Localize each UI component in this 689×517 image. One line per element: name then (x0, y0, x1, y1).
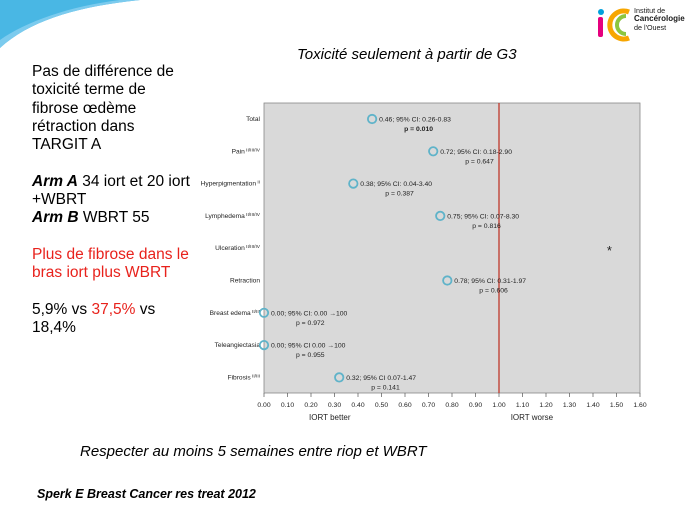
x-tick-label: 1.10 (516, 402, 529, 409)
x-tick-label: 1.00 (492, 402, 505, 409)
x-tick-label: 0.00 (257, 402, 270, 409)
p-value-label: p = 0.972 (296, 320, 325, 327)
row-label-ulceration: Ulceration II/III/IV (215, 244, 261, 252)
row-label-breast-edema: Breast edema II/III (210, 309, 260, 317)
institut-cancerologie-ouest-logo (598, 8, 630, 42)
ci-label: 0.78; 95% CI: 0.31-1.97 (454, 278, 526, 285)
data-point-lymphedema (435, 210, 446, 221)
stat-last: vs 18,4% (32, 300, 156, 337)
arm-a-text: Arm A 34 iort et 20 iort +WBRT (32, 173, 192, 210)
stat-first: 5,9% vs (32, 300, 92, 318)
x-axis-label-right: IORT worse (511, 413, 554, 422)
data-point-total (366, 113, 378, 125)
asterisk-marker: * (607, 243, 612, 258)
data-point-fibrosis (334, 372, 345, 383)
logo-text: Institut de Cancérologie de l'Ouest (634, 6, 685, 32)
slide-subtitle: Toxicité seulement à partir de G3 (297, 46, 517, 63)
x-tick-label: 1.60 (633, 402, 646, 409)
plot-area (263, 102, 641, 394)
x-tick-label: 1.50 (610, 402, 623, 409)
row-label-fibrosis: Fibrosis II/III (228, 373, 260, 381)
ci-label: 0.72; 95% CI: 0.18-2.90 (440, 149, 512, 156)
x-tick-label: 0.20 (304, 402, 317, 409)
stat-highlight: 37,5% (91, 300, 136, 318)
row-label-retraction: Retraction (230, 278, 260, 285)
data-point-hyperpigmentation (348, 178, 359, 189)
arm-a-label: Arm A (32, 172, 78, 190)
ci-label: 0.00; 95% CI 0.00 →100 (271, 343, 346, 350)
row-label-teleangiectasia: Teleangiectasia (215, 342, 261, 349)
x-tick-label: 0.50 (375, 402, 388, 409)
p-value-label: p = 0.606 (479, 288, 508, 295)
ci-label: 0.38; 95% CI: 0.04-3.40 (360, 181, 432, 188)
x-tick-label: 1.40 (586, 402, 599, 409)
arm-a-detail: 34 iort et 20 iort +WBRT (32, 172, 190, 209)
data-point-pain (428, 146, 439, 157)
ci-label: 0.46; 95% CI: 0.26-0.83 (379, 117, 451, 124)
p-value-label: p = 0.010 (404, 126, 433, 133)
forest-plot-chart: 0.00 0.10 0.20 0.30 0.40 0.50 0.60 0.70 0.80 0.90… (201, 102, 647, 422)
bottom-note: Respecter au moins 5 semaines entre riop… (80, 443, 427, 460)
row-label-hyperpigmentation: Hyperpigmentation II (201, 180, 260, 188)
logo-arc-orange (607, 8, 630, 42)
x-tick-label: 0.10 (281, 402, 294, 409)
p-value-label: p = 0.955 (296, 352, 325, 359)
x-axis-label-left: IORT better (309, 413, 351, 422)
logo-bar-pink (598, 17, 603, 37)
data-point-teleangiectasia (258, 339, 270, 351)
fibrosis-highlight-text: Plus de fibrose dans le bras iort plus W… (32, 245, 189, 282)
arm-b-text: Arm B WBRT 55 (32, 209, 192, 227)
arm-b-detail: WBRT 55 (78, 209, 150, 227)
data-point-breast-edema (258, 307, 270, 318)
citation: Sperk E Breast Cancer res treat 2012 (37, 487, 256, 501)
left-text-column: Pas de différence de toxicité terme de f… (32, 63, 192, 337)
x-tick-label: 0.40 (351, 402, 364, 409)
logo-dot-blue (598, 9, 604, 15)
no-difference-text: Pas de différence de toxicité terme de f… (32, 63, 174, 154)
x-tick-label: 0.70 (422, 402, 435, 409)
corner-swoosh-decoration (0, 0, 140, 48)
ci-label: 0.32; 95% CI 0.07-1.47 (346, 375, 416, 382)
x-tick-label: 0.60 (398, 402, 411, 409)
percentage-stats: 5,9% vs 37,5% vs 18,4% (32, 301, 192, 338)
ci-label: 0.00; 95% CI: 0.00 →100 (271, 310, 348, 317)
x-tick-label: 1.20 (539, 402, 552, 409)
x-tick-label: 0.30 (328, 402, 341, 409)
x-tick-label: 1.30 (563, 402, 576, 409)
p-value-label: p = 0.141 (371, 384, 400, 391)
row-label-total: Total (246, 116, 260, 123)
p-value-label: p = 0.816 (472, 223, 501, 230)
p-value-label: p = 0.647 (465, 158, 494, 165)
row-label-lymphedema: Lymphedema II/III/IV (205, 212, 261, 220)
data-point-retraction (442, 275, 453, 286)
x-tick-label: 0.90 (469, 402, 482, 409)
x-tick-label: 0.80 (445, 402, 458, 409)
row-label-pain: Pain II/III/IV (232, 147, 261, 155)
p-value-label: p = 0.387 (385, 191, 414, 198)
ci-label: 0.75; 95% CI: 0.07-8.30 (447, 213, 519, 220)
logo-arc-green (615, 14, 627, 36)
arm-b-label: Arm B (32, 209, 79, 227)
